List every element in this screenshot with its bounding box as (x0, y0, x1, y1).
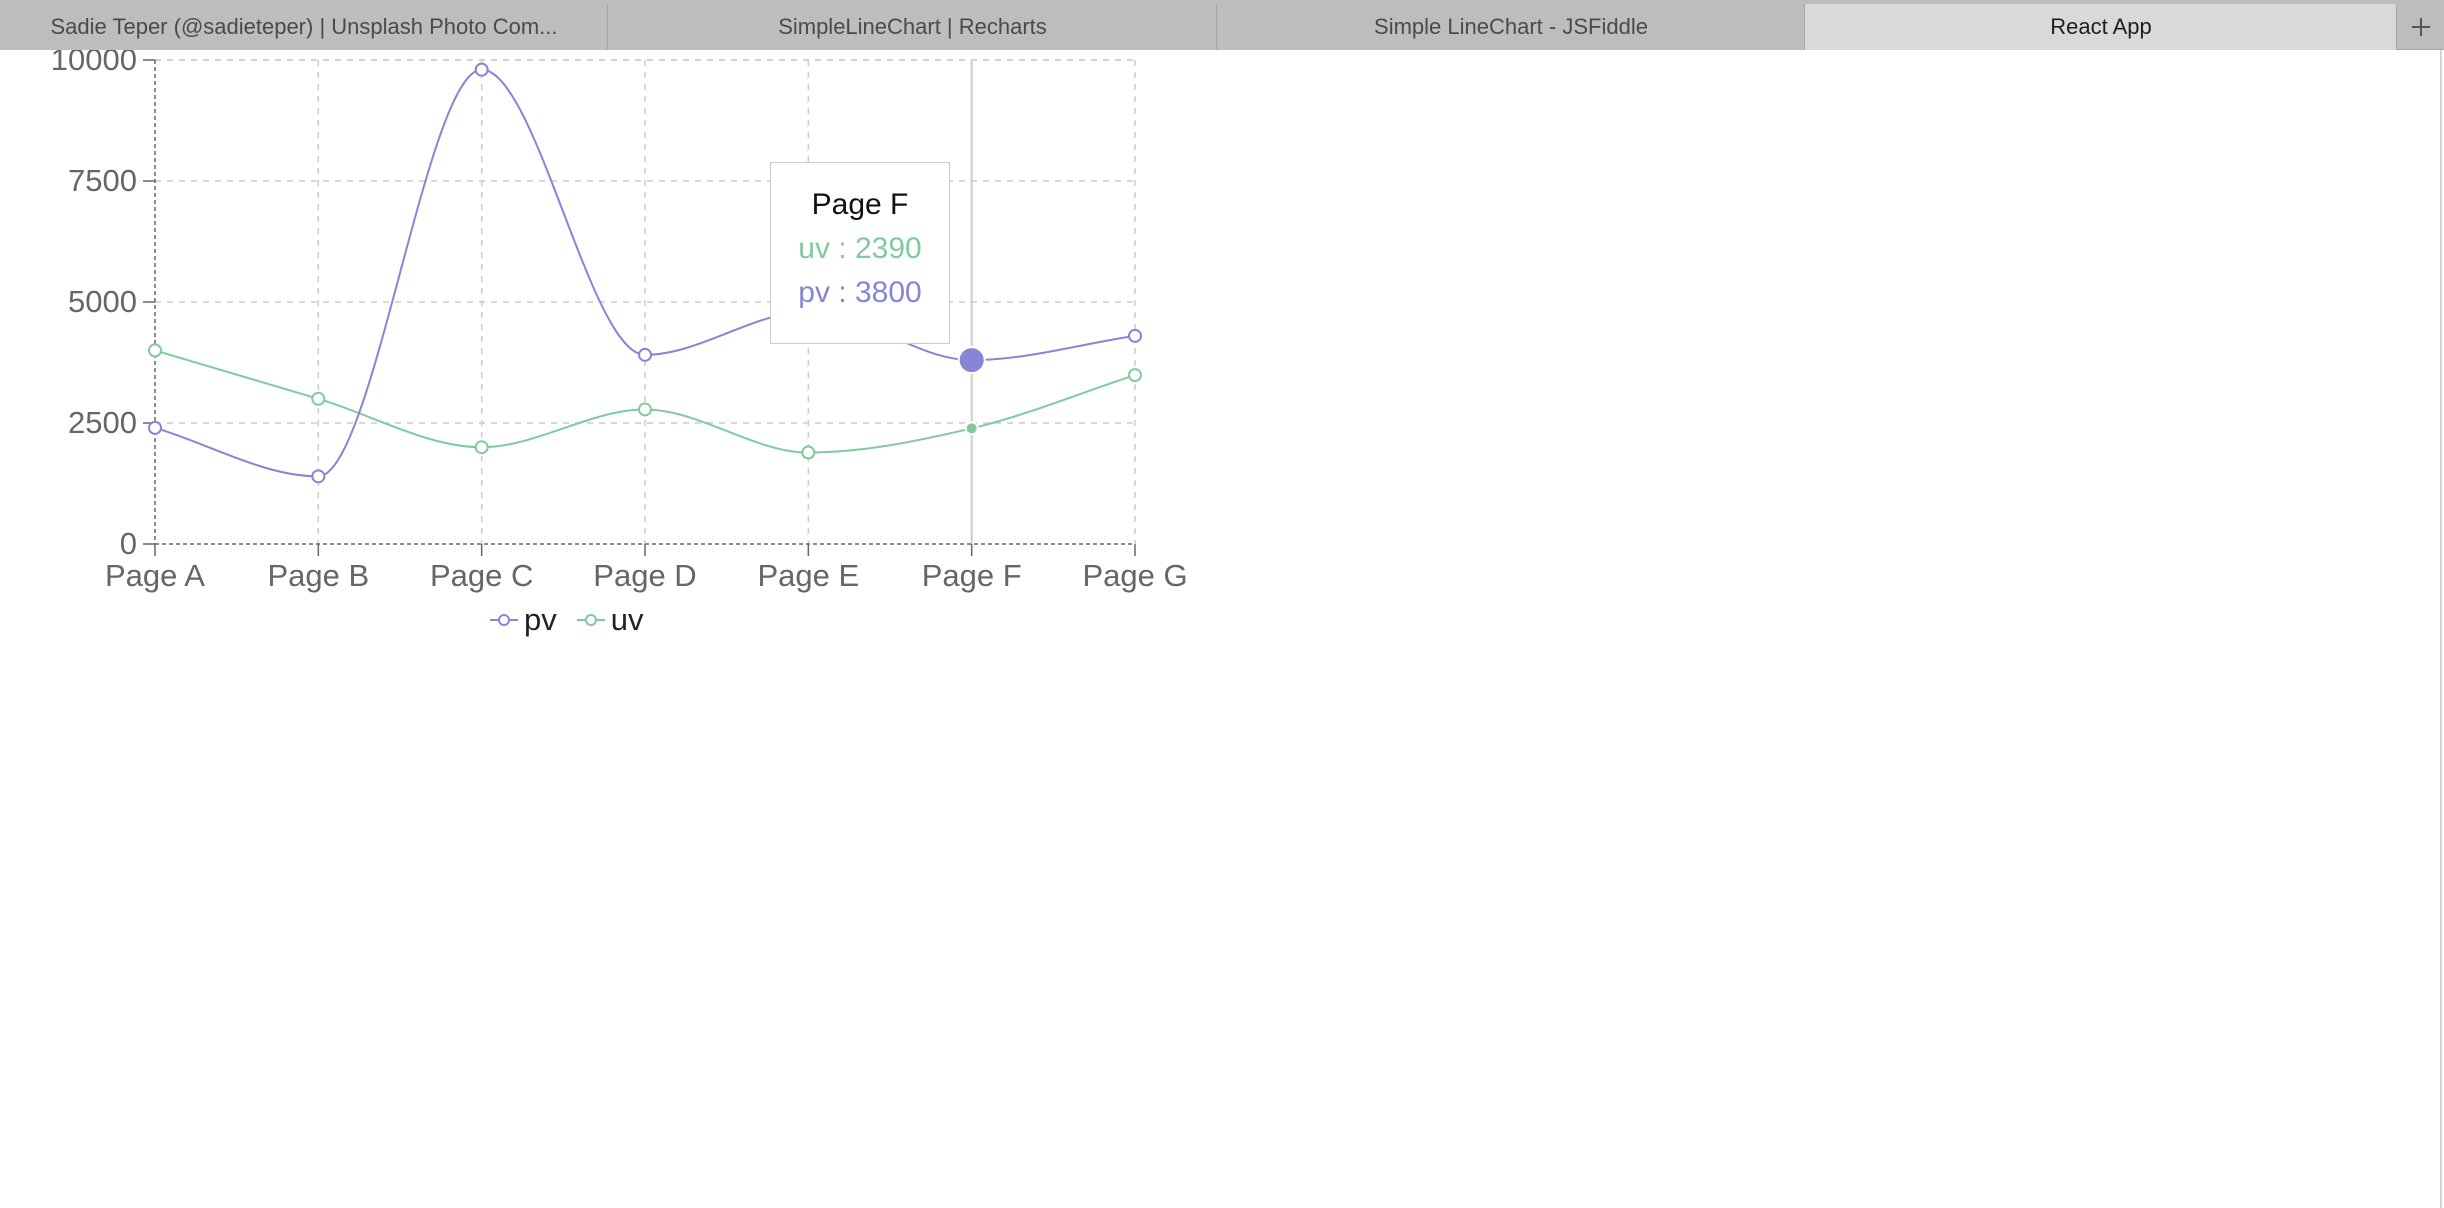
tab-label: React App (2050, 14, 2152, 39)
x-tick-label: Page A (105, 558, 205, 593)
tooltip-label: Page F (811, 188, 909, 221)
data-point-pv (148, 420, 162, 435)
tab-react-app[interactable]: React App (1804, 4, 2397, 50)
legend-uv-icon (576, 614, 605, 626)
legend-pv-label: pv (524, 602, 557, 637)
data-point-uv (801, 445, 816, 460)
x-tick-label: Page B (267, 558, 369, 593)
data-point-uv (311, 391, 326, 406)
data-point-uv (1128, 368, 1142, 383)
x-tick-label: Page F (922, 558, 1022, 593)
tab-label: Simple LineChart - JSFiddle (1374, 14, 1648, 39)
line-chart: 0 2500 5000 7500 10000 Page A Page B Page C Page… (0, 42, 1200, 650)
y-tick-label: 2500 (68, 405, 137, 440)
tab-jsfiddle[interactable]: Simple LineChart - JSFiddle (1216, 4, 1805, 50)
data-point-uv (474, 440, 489, 455)
x-tick-label: Page E (757, 558, 859, 593)
plus-icon (2411, 18, 2430, 36)
window-edge (2440, 50, 2442, 1208)
tab-recharts[interactable]: SimpleLineChart | Recharts (607, 4, 1217, 50)
y-tick-label: 5000 (68, 284, 137, 319)
data-point-uv (148, 343, 162, 358)
x-tick-label: Page G (1082, 558, 1187, 593)
y-tick-label: 7500 (68, 163, 137, 198)
legend-item-pv[interactable]: pv (490, 602, 557, 638)
x-tick-label: Page C (430, 558, 533, 593)
active-dot-uv (964, 421, 979, 436)
chart-svg: 0 2500 5000 7500 10000 Page A Page B Page C Page… (51, 42, 1188, 593)
chart-tooltip: Page F uv : 2390 pv : 3800 (770, 162, 950, 344)
data-point-pv (311, 469, 326, 484)
data-point-pv (474, 62, 489, 77)
y-tick-label: 10000 (51, 50, 137, 77)
x-tick-label: Page D (593, 558, 696, 593)
series-line-pv (154, 68, 1136, 478)
active-dot-pv (957, 346, 986, 375)
tooltip-pv-value: pv : 3800 (798, 276, 922, 309)
new-tab-button[interactable] (2396, 4, 2444, 50)
tab-label: Sadie Teper (@sadieteper) | Unsplash Pho… (50, 14, 558, 39)
data-point-pv (638, 347, 652, 362)
browser-tab-bar: Sadie Teper (@sadieteper) | Unsplash Pho… (0, 0, 2444, 50)
data-point-pv (1128, 328, 1142, 343)
chart-legend: pv uv (490, 602, 664, 638)
data-point-uv (638, 402, 652, 417)
legend-uv-label: uv (610, 602, 644, 637)
tab-unsplash[interactable]: Sadie Teper (@sadieteper) | Unsplash Pho… (0, 4, 608, 50)
legend-item-uv[interactable]: uv (576, 602, 644, 638)
legend-pv-icon (490, 614, 518, 626)
tooltip-uv-value: uv : 2390 (798, 232, 922, 265)
y-tick-label: 0 (120, 526, 137, 561)
tab-label: SimpleLineChart | Recharts (778, 14, 1047, 39)
